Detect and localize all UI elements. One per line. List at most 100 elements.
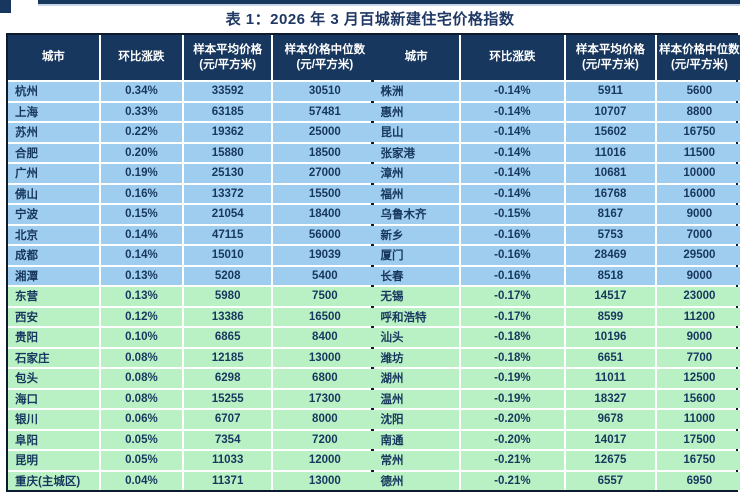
value-cell: 0.04% bbox=[100, 471, 183, 490]
value-cell: -0.14% bbox=[460, 102, 564, 121]
value-cell: 11016 bbox=[566, 143, 655, 162]
city-cell: 沈阳 bbox=[373, 410, 459, 429]
city-cell: 合肥 bbox=[8, 143, 99, 162]
city-cell: 湖州 bbox=[373, 369, 459, 388]
value-cell: -0.20% bbox=[460, 430, 564, 449]
value-cell: 9000 bbox=[656, 205, 740, 224]
value-cell: 8000 bbox=[273, 410, 377, 429]
value-cell: 15600 bbox=[656, 389, 740, 408]
value-cell: 7000 bbox=[656, 225, 740, 244]
value-cell: 15602 bbox=[566, 123, 655, 142]
value-cell: 57481 bbox=[273, 102, 377, 121]
value-cell: 13372 bbox=[184, 184, 272, 203]
value-cell: 63185 bbox=[184, 102, 272, 121]
value-cell: 56000 bbox=[273, 225, 377, 244]
value-cell: 8599 bbox=[566, 307, 655, 326]
value-cell: 25130 bbox=[184, 164, 272, 183]
value-cell: 11011 bbox=[566, 369, 655, 388]
city-cell: 石家庄 bbox=[8, 348, 99, 367]
city-cell: 北京 bbox=[8, 225, 99, 244]
value-cell: 9000 bbox=[656, 328, 740, 347]
value-cell: 0.34% bbox=[100, 82, 183, 101]
value-cell: -0.18% bbox=[460, 348, 564, 367]
value-cell: 0.19% bbox=[100, 164, 183, 183]
city-cell: 昆山 bbox=[373, 123, 459, 142]
city-cell: 长春 bbox=[373, 266, 459, 285]
value-cell: 0.13% bbox=[100, 266, 183, 285]
city-cell: 南通 bbox=[373, 430, 459, 449]
value-cell: 10000 bbox=[656, 164, 740, 183]
column-header: 样本价格中位数 (元/平方米) bbox=[273, 35, 377, 80]
value-cell: 6557 bbox=[566, 471, 655, 490]
value-cell: -0.14% bbox=[460, 143, 564, 162]
value-cell: 6800 bbox=[273, 369, 377, 388]
city-cell: 漳州 bbox=[373, 164, 459, 183]
value-cell: 11500 bbox=[656, 143, 740, 162]
value-cell: -0.17% bbox=[460, 287, 564, 306]
value-cell: 18327 bbox=[566, 389, 655, 408]
city-cell: 汕头 bbox=[373, 328, 459, 347]
value-cell: 8800 bbox=[656, 102, 740, 121]
value-cell: 18400 bbox=[273, 205, 377, 224]
value-cell: 23000 bbox=[656, 287, 740, 306]
value-cell: 29500 bbox=[656, 246, 740, 265]
value-cell: 0.33% bbox=[100, 102, 183, 121]
city-cell: 宁波 bbox=[8, 205, 99, 224]
value-cell: 27000 bbox=[273, 164, 377, 183]
value-cell: 0.14% bbox=[100, 246, 183, 265]
value-cell: 0.12% bbox=[100, 307, 183, 326]
city-cell: 湘潭 bbox=[8, 266, 99, 285]
value-cell: 19362 bbox=[184, 123, 272, 142]
value-cell: 16000 bbox=[656, 184, 740, 203]
city-cell: 苏州 bbox=[8, 123, 99, 142]
value-cell: 13000 bbox=[273, 348, 377, 367]
value-cell: -0.16% bbox=[460, 225, 564, 244]
value-cell: 5911 bbox=[566, 82, 655, 101]
city-cell: 厦门 bbox=[373, 246, 459, 265]
city-cell: 佛山 bbox=[8, 184, 99, 203]
value-cell: 10196 bbox=[566, 328, 655, 347]
value-cell: -0.14% bbox=[460, 82, 564, 101]
city-cell: 海口 bbox=[8, 389, 99, 408]
value-cell: 25000 bbox=[273, 123, 377, 142]
value-cell: 0.08% bbox=[100, 348, 183, 367]
value-cell: 6298 bbox=[184, 369, 272, 388]
value-cell: 10707 bbox=[566, 102, 655, 121]
city-cell: 潍坊 bbox=[373, 348, 459, 367]
value-cell: 7700 bbox=[656, 348, 740, 367]
value-cell: 16750 bbox=[656, 123, 740, 142]
column-header: 样本价格中位数 (元/平方米) bbox=[656, 35, 740, 80]
column-header: 样本平均价格 (元/平方米) bbox=[566, 35, 655, 80]
value-cell: -0.15% bbox=[460, 205, 564, 224]
value-cell: 5600 bbox=[656, 82, 740, 101]
column-header: 环比涨跌 bbox=[100, 35, 183, 80]
value-cell: 13000 bbox=[273, 471, 377, 490]
value-cell: 8518 bbox=[566, 266, 655, 285]
city-cell: 无锡 bbox=[373, 287, 459, 306]
value-cell: 0.22% bbox=[100, 123, 183, 142]
column-header: 城市 bbox=[373, 35, 459, 80]
value-cell: -0.14% bbox=[460, 184, 564, 203]
value-cell: -0.18% bbox=[460, 328, 564, 347]
value-cell: 0.06% bbox=[100, 410, 183, 429]
value-cell: 0.05% bbox=[100, 430, 183, 449]
column-header: 样本平均价格 (元/平方米) bbox=[184, 35, 272, 80]
value-cell: 15500 bbox=[273, 184, 377, 203]
value-cell: 18500 bbox=[273, 143, 377, 162]
value-cell: 7200 bbox=[273, 430, 377, 449]
city-cell: 重庆(主城区) bbox=[8, 471, 99, 490]
city-cell: 阜阳 bbox=[8, 430, 99, 449]
value-cell: 11000 bbox=[656, 410, 740, 429]
value-cell: 7354 bbox=[184, 430, 272, 449]
city-cell: 上海 bbox=[8, 102, 99, 121]
value-cell: 6950 bbox=[656, 471, 740, 490]
value-cell: -0.14% bbox=[460, 164, 564, 183]
city-cell: 银川 bbox=[8, 410, 99, 429]
value-cell: 14017 bbox=[566, 430, 655, 449]
value-cell: -0.16% bbox=[460, 246, 564, 265]
city-cell: 杭州 bbox=[8, 82, 99, 101]
value-cell: 11033 bbox=[184, 451, 272, 470]
value-cell: 8400 bbox=[273, 328, 377, 347]
city-cell: 包头 bbox=[8, 369, 99, 388]
value-cell: 5400 bbox=[273, 266, 377, 285]
